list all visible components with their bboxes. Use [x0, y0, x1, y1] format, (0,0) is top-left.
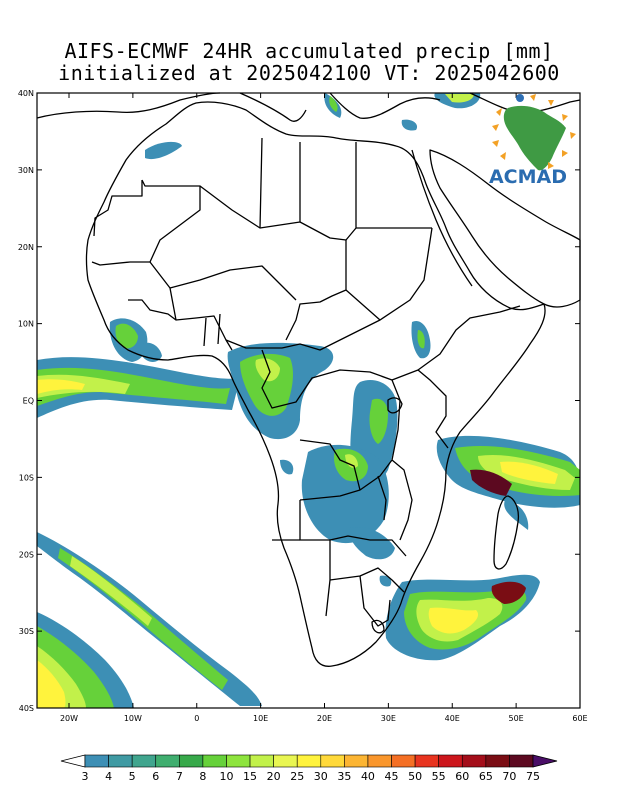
colorbar-swatch [155, 754, 180, 768]
colorbar-high-arrow [532, 754, 558, 768]
colorbar-swatch [131, 754, 157, 768]
y-tick-label: 40S [19, 704, 34, 713]
colorbar-swatch [509, 754, 534, 768]
colorbar-label: 25 [290, 770, 304, 783]
colorbar-swatch [108, 754, 133, 768]
colorbar-swatch [84, 754, 109, 768]
colorbar-swatch [414, 754, 439, 768]
y-axis: 40N 30N 20N 10N EQ 10S 20S 30S 40S [18, 89, 580, 713]
colorbar-label: 6 [152, 770, 159, 783]
colorbar-swatch [273, 754, 298, 768]
map-title-line1: AIFS-ECMWF 24HR accumulated precip [mm] [64, 39, 554, 63]
colorbar-swatch [391, 754, 416, 768]
colorbar-label: 65 [479, 770, 493, 783]
x-tick-label: 40E [445, 714, 460, 723]
colorbar-label: 4 [105, 770, 112, 783]
x-tick-label: 20E [317, 714, 332, 723]
colorbar-label: 70 [502, 770, 516, 783]
colorbar-swatch [179, 754, 204, 768]
colorbar-label: 55 [432, 770, 446, 783]
colorbar-swatch [485, 754, 510, 768]
x-tick-label: 10W [124, 714, 142, 723]
colorbar-label: 20 [267, 770, 281, 783]
logo-text: ACMAD [489, 166, 567, 188]
y-tick-label: 30S [19, 627, 34, 636]
colorbar-swatch [461, 754, 487, 768]
colorbar-label: 3 [82, 770, 89, 783]
y-tick-label: 20N [18, 243, 34, 252]
colorbar-swatch [367, 754, 392, 768]
colorbar-swatch [296, 754, 322, 768]
colorbar-swatch [226, 754, 251, 768]
colorbar-swatch [249, 754, 274, 768]
colorbar-swatch [438, 754, 463, 768]
colorbar-label: 30 [314, 770, 328, 783]
y-tick-label: 10N [18, 320, 34, 329]
map-title-line2: initialized at 2025042100 VT: 2025042600 [58, 61, 560, 85]
colorbar-label: 15 [243, 770, 257, 783]
precip-shading [37, 93, 580, 708]
y-tick-label: EQ [23, 397, 34, 406]
acmad-logo: ACMAD [489, 94, 576, 188]
colorbar: 3 4 5 6 7 8 10 15 20 25 30 35 40 45 50 55 60 65 70 75 [60, 754, 558, 783]
x-tick-label: 10E [253, 714, 268, 723]
x-tick-label: 30E [381, 714, 396, 723]
colorbar-label: 45 [385, 770, 399, 783]
colorbar-label: 7 [176, 770, 183, 783]
colorbar-label: 35 [337, 770, 351, 783]
y-tick-label: 40N [18, 89, 34, 98]
x-tick-label: 20W [60, 714, 78, 723]
africa-map-logo-icon [492, 94, 576, 171]
colorbar-label: 60 [455, 770, 469, 783]
x-tick-label: 50E [509, 714, 524, 723]
x-tick-label: 60E [572, 714, 587, 723]
y-tick-label: 20S [19, 550, 34, 559]
x-tick-label: 0 [194, 714, 199, 723]
colorbar-low-arrow [60, 754, 86, 768]
colorbar-label: 10 [219, 770, 233, 783]
colorbar-label: 75 [526, 770, 540, 783]
colorbar-label: 50 [408, 770, 422, 783]
y-tick-label: 10S [19, 473, 34, 482]
colorbar-label: 8 [199, 770, 206, 783]
y-tick-label: 30N [18, 166, 34, 175]
colorbar-label: 40 [361, 770, 375, 783]
country-borders [36, 92, 581, 667]
colorbar-swatch [202, 754, 227, 768]
x-axis: 20W 10W 0 10E 20E 30E 40E 50E 60E [60, 93, 588, 723]
colorbar-swatch [320, 754, 345, 768]
colorbar-swatch [344, 754, 369, 768]
colorbar-label: 5 [129, 770, 136, 783]
